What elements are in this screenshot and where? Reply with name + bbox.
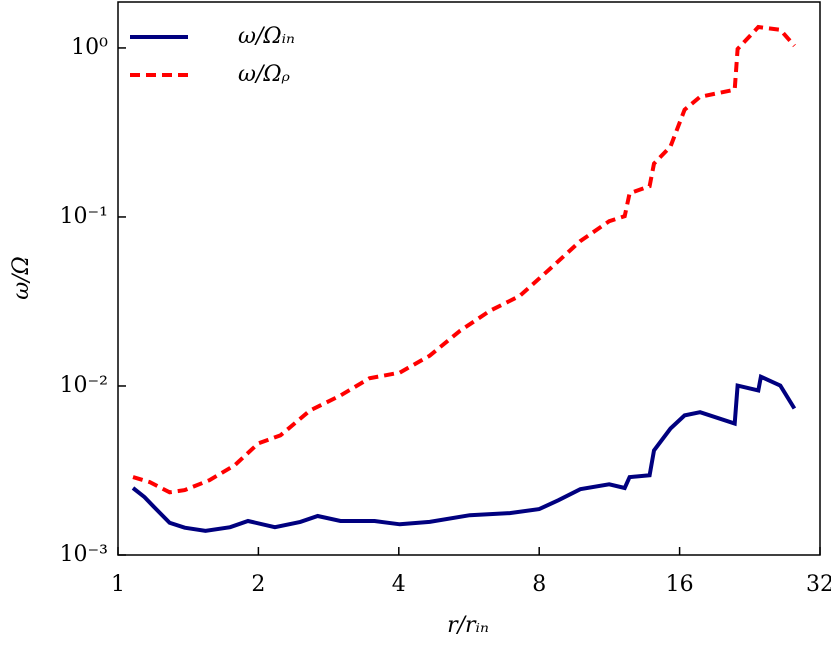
x-tick-label: 4 (392, 572, 406, 597)
y-tick-label: 10⁻³ (60, 542, 108, 567)
y-tick-label: 10⁻² (60, 373, 108, 398)
x-tick-label: 1 (111, 572, 125, 597)
y-axis-label: ω/Ω (9, 256, 34, 300)
y-tick-label: 10⁰ (71, 35, 108, 60)
x-tick-label: 2 (251, 572, 265, 597)
data-line (131, 373, 797, 533)
x-tick-label: 16 (666, 572, 694, 597)
data-line (132, 24, 796, 495)
x-tick-label: 8 (532, 572, 546, 597)
plot-frame (117, 1, 821, 556)
x-axis-label: r/rᵢₙ (447, 613, 489, 638)
legend-label: ω/Ωᵨ (238, 62, 290, 87)
legend-label: ω/Ωᵢₙ (238, 24, 295, 49)
x-tick-label: 32 (806, 572, 831, 597)
y-tick-label: 10⁻¹ (60, 204, 108, 229)
